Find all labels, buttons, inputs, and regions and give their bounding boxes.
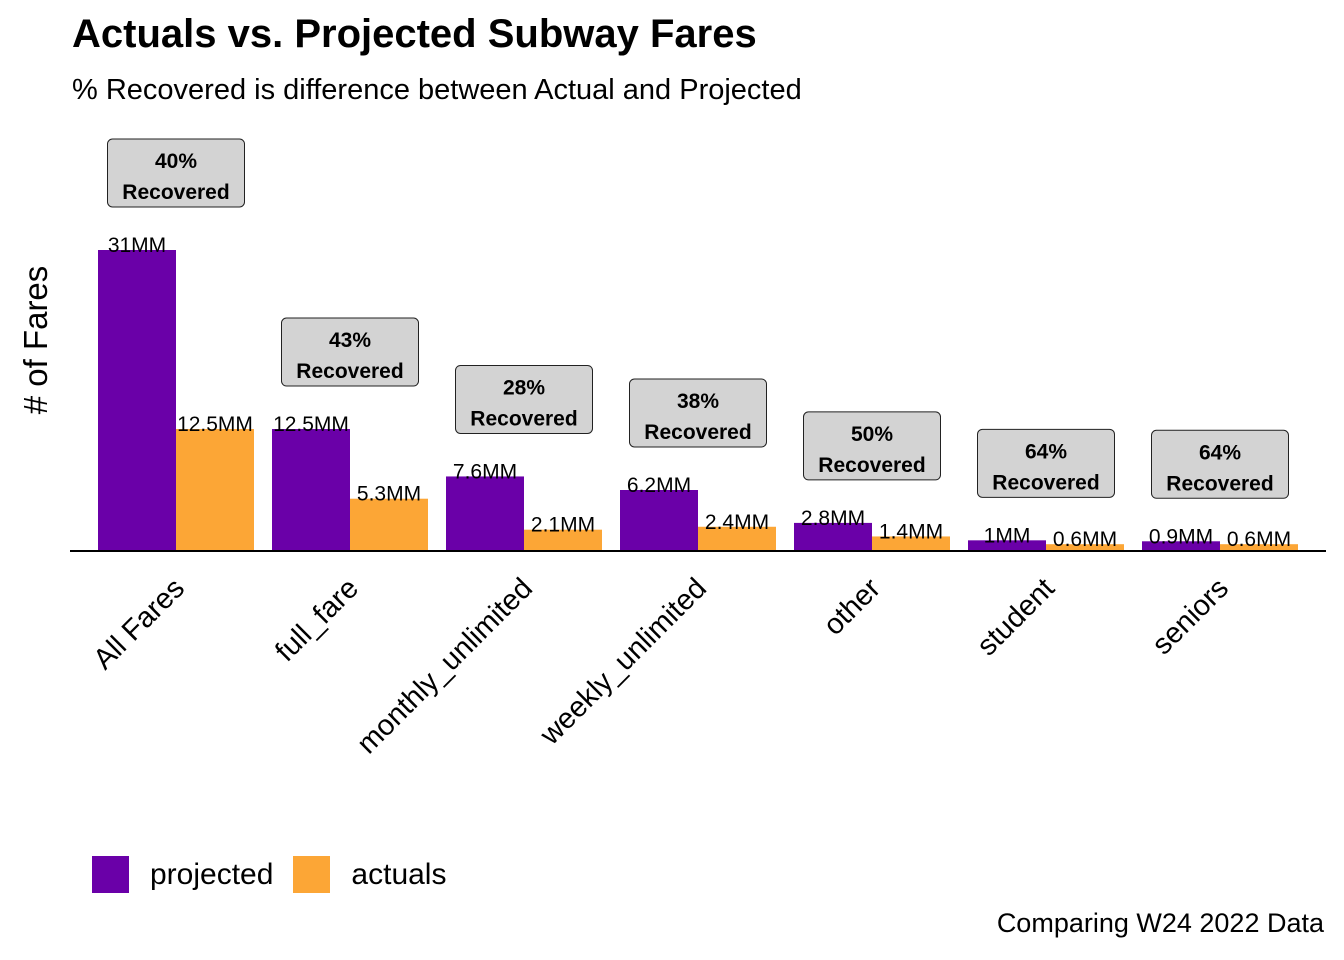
- bar-projected-monthly-unlimited: [446, 476, 524, 550]
- legend-label-projected: projected: [150, 857, 274, 891]
- data-label-projected-other: 2.8MM: [801, 507, 865, 530]
- x-tick-label-weekly-unlimited: weekly_unlimited: [533, 572, 712, 751]
- bar-projected-all-fares: [98, 250, 176, 550]
- bars-layer: [98, 250, 1298, 550]
- x-tick-label-seniors: seniors: [1146, 572, 1235, 661]
- bar-actuals-monthly-unlimited: [524, 529, 602, 550]
- annotation-text: Recovered: [470, 407, 577, 430]
- recovered-annotation-other: 50% Recovered: [803, 411, 941, 481]
- recovered-annotation-seniors: 64% Recovered: [1151, 429, 1289, 499]
- x-tick-label-all-fares: All Fares: [87, 572, 191, 676]
- data-label-projected-weekly-unlimited: 6.2MM: [627, 474, 691, 497]
- value-labels-layer: 31MM 12.5MM 12.5MM 5.3MM 7.6MM 2.1MM 6.2MM 2.4M…: [108, 234, 1291, 551]
- bar-actuals-student: [1046, 544, 1124, 550]
- recovered-annotation-student: 64% Recovered: [977, 428, 1115, 498]
- x-tick-label-student: student: [971, 572, 1061, 662]
- data-label-projected-full-fare: 12.5MM: [273, 413, 349, 436]
- bar-projected-full-fare: [272, 429, 350, 550]
- annotations-layer: 40% Recovered 43% Recovered 28% Recovered 38% R…: [107, 138, 1289, 499]
- x-tick-label-other: other: [818, 572, 888, 642]
- bar-actuals-all-fares: [176, 429, 254, 550]
- annotation-percent: 28%: [503, 376, 545, 399]
- x-tick-label-monthly-unlimited: monthly_unlimited: [351, 572, 539, 760]
- annotation-text: Recovered: [1166, 472, 1273, 495]
- legend-label-actuals: actuals: [351, 857, 447, 891]
- recovered-annotation-full-fare: 43% Recovered: [281, 317, 419, 387]
- annotation-box: [455, 364, 593, 434]
- bar-actuals-seniors: [1220, 544, 1298, 550]
- annotation-text: Recovered: [992, 471, 1099, 494]
- annotation-percent: 50%: [851, 423, 893, 446]
- data-label-actuals-monthly-unlimited: 2.1MM: [531, 514, 595, 537]
- legend-item-projected: projected: [92, 856, 273, 893]
- bar-actuals-weekly-unlimited: [698, 526, 776, 550]
- data-label-projected-student: 1MM: [984, 524, 1031, 547]
- data-label-actuals-all-fares: 12.5MM: [177, 413, 253, 436]
- legend-item-actuals: actuals: [293, 856, 446, 893]
- data-label-actuals-full-fare: 5.3MM: [357, 483, 421, 506]
- bar-projected-weekly-unlimited: [620, 490, 698, 550]
- bar-actuals-other: [872, 536, 950, 550]
- recovered-annotation-monthly-unlimited: 28% Recovered: [455, 364, 593, 434]
- annotation-box: [629, 378, 767, 448]
- annotation-text: Recovered: [818, 454, 925, 477]
- bar-projected-other: [794, 522, 872, 550]
- recovered-annotation-weekly-unlimited: 38% Recovered: [629, 378, 767, 448]
- annotation-box: [977, 428, 1115, 498]
- x-tick-label-full-fare: full_fare: [269, 572, 365, 668]
- bar-actuals-full-fare: [350, 498, 428, 550]
- legend: projected actuals: [92, 856, 466, 893]
- recovered-annotation-all-fares: 40% Recovered: [107, 138, 245, 208]
- data-label-actuals-weekly-unlimited: 2.4MM: [705, 511, 769, 534]
- y-axis-label: # of Fares: [17, 266, 54, 415]
- data-label-projected-seniors: 0.9MM: [1149, 525, 1213, 548]
- bar-projected-student: [968, 540, 1046, 550]
- annotation-percent: 43%: [329, 329, 371, 352]
- data-label-projected-monthly-unlimited: 7.6MM: [453, 460, 517, 483]
- annotation-percent: 64%: [1025, 440, 1067, 463]
- chart-subtitle: % Recovered is difference between Actual…: [72, 74, 802, 106]
- bar-projected-seniors: [1142, 541, 1220, 550]
- annotation-text: Recovered: [644, 421, 751, 444]
- annotation-percent: 38%: [677, 390, 719, 413]
- legend-swatch-projected: [92, 856, 129, 893]
- chart-title: Actuals vs. Projected Subway Fares: [72, 12, 757, 56]
- annotation-text: Recovered: [296, 360, 403, 383]
- annotation-percent: 64%: [1199, 441, 1241, 464]
- data-label-projected-all-fares: 31MM: [108, 234, 166, 257]
- annotation-box: [281, 317, 419, 387]
- data-label-actuals-student: 0.6MM: [1053, 528, 1117, 551]
- annotation-box: [107, 138, 245, 208]
- annotation-box: [803, 411, 941, 481]
- data-label-actuals-seniors: 0.6MM: [1227, 528, 1291, 551]
- annotation-text: Recovered: [122, 181, 229, 204]
- legend-swatch-actuals: [293, 856, 331, 893]
- annotation-percent: 40%: [155, 150, 197, 173]
- annotation-box: [1151, 429, 1289, 499]
- x-tick-labels-layer: All Fares full_faremonthly_unlimitedweekl…: [87, 572, 1235, 760]
- chart-caption: Comparing W24 2022 Data: [996, 908, 1324, 938]
- data-label-actuals-other: 1.4MM: [879, 520, 943, 543]
